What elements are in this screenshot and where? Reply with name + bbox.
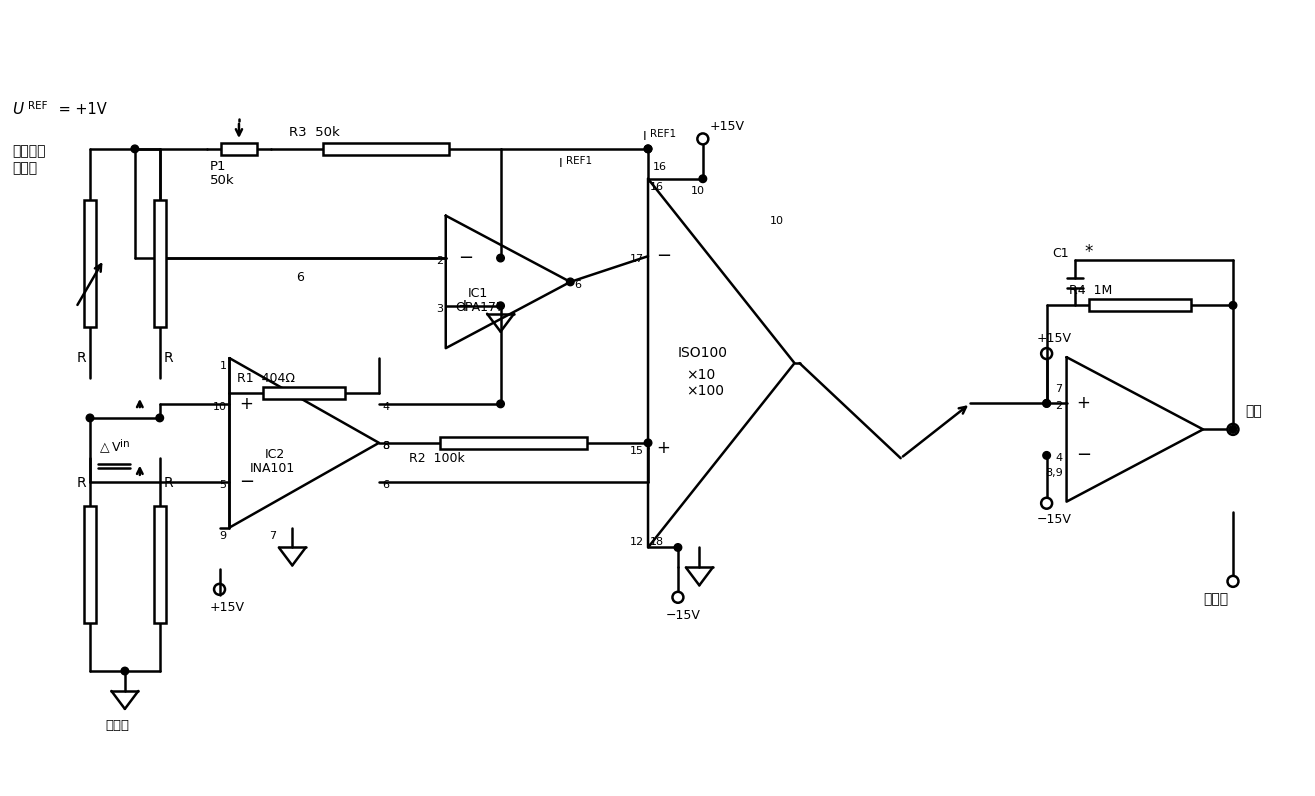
Circle shape bbox=[497, 400, 505, 408]
Text: P1: P1 bbox=[209, 160, 226, 174]
Text: R3  50k: R3 50k bbox=[289, 127, 341, 139]
Text: REF: REF bbox=[28, 101, 47, 111]
Text: R1  404Ω: R1 404Ω bbox=[238, 372, 296, 384]
Bar bbox=[84, 505, 96, 623]
Text: *: * bbox=[1085, 243, 1093, 260]
Bar bbox=[263, 387, 346, 399]
Text: 50k: 50k bbox=[209, 174, 234, 187]
Text: −15V: −15V bbox=[665, 609, 701, 622]
Text: IC2: IC2 bbox=[264, 448, 284, 462]
Bar bbox=[154, 505, 166, 623]
Text: +15V: +15V bbox=[209, 601, 245, 614]
Circle shape bbox=[1043, 451, 1051, 459]
Text: R: R bbox=[164, 476, 174, 490]
Text: 8: 8 bbox=[381, 441, 389, 451]
Text: 1: 1 bbox=[220, 361, 226, 371]
Text: 7: 7 bbox=[270, 530, 276, 540]
Text: R: R bbox=[76, 351, 85, 365]
Text: 输入地: 输入地 bbox=[105, 720, 129, 732]
Text: −15V: −15V bbox=[1036, 513, 1072, 525]
Circle shape bbox=[1043, 400, 1051, 408]
Text: C1: C1 bbox=[1052, 247, 1069, 260]
Bar bbox=[1089, 299, 1191, 311]
Text: +: + bbox=[1077, 394, 1090, 412]
Text: INA101: INA101 bbox=[250, 462, 295, 475]
Circle shape bbox=[132, 145, 138, 153]
Text: R: R bbox=[164, 351, 174, 365]
Text: 8: 8 bbox=[381, 441, 389, 451]
Text: 10: 10 bbox=[769, 216, 784, 225]
Text: ×10: ×10 bbox=[686, 368, 715, 382]
Text: 9: 9 bbox=[220, 530, 226, 540]
Circle shape bbox=[497, 302, 505, 310]
Text: 7: 7 bbox=[1056, 384, 1063, 395]
Text: 输出地: 输出地 bbox=[1203, 592, 1228, 607]
Text: 8,9: 8,9 bbox=[1045, 468, 1063, 478]
Circle shape bbox=[1043, 400, 1051, 408]
Text: V: V bbox=[112, 441, 121, 455]
Text: OPA177: OPA177 bbox=[456, 302, 505, 314]
Circle shape bbox=[121, 667, 129, 675]
Bar bbox=[221, 143, 256, 155]
Text: REF1: REF1 bbox=[567, 156, 593, 166]
Text: I: I bbox=[559, 158, 562, 170]
Circle shape bbox=[156, 414, 163, 422]
Text: ×100: ×100 bbox=[686, 384, 723, 398]
Text: R4  1M: R4 1M bbox=[1069, 284, 1111, 297]
Text: 6: 6 bbox=[296, 271, 304, 284]
Text: ISO100: ISO100 bbox=[679, 346, 729, 360]
Text: REF1: REF1 bbox=[650, 129, 676, 139]
Circle shape bbox=[644, 145, 652, 153]
Text: 15: 15 bbox=[630, 446, 644, 456]
Text: −: − bbox=[1077, 447, 1091, 464]
Text: 16: 16 bbox=[654, 162, 667, 172]
Text: 10: 10 bbox=[690, 185, 705, 196]
Text: +: + bbox=[458, 297, 472, 314]
Circle shape bbox=[497, 254, 505, 262]
Text: 10: 10 bbox=[213, 402, 226, 412]
Text: −: − bbox=[656, 248, 671, 265]
Circle shape bbox=[644, 145, 652, 153]
Text: I: I bbox=[643, 131, 646, 143]
Text: 4: 4 bbox=[1056, 454, 1063, 463]
Text: 2: 2 bbox=[1056, 401, 1063, 412]
Text: 16: 16 bbox=[650, 181, 664, 192]
Text: 18: 18 bbox=[650, 537, 664, 548]
Circle shape bbox=[567, 278, 575, 286]
Text: △: △ bbox=[100, 441, 109, 455]
Bar bbox=[154, 201, 166, 326]
Text: R2  100k: R2 100k bbox=[409, 452, 464, 466]
Text: +15V: +15V bbox=[710, 120, 744, 134]
Text: 电桥激励: 电桥激励 bbox=[12, 144, 46, 158]
Text: $\it{U}$: $\it{U}$ bbox=[12, 101, 25, 117]
Bar bbox=[84, 201, 96, 326]
Bar bbox=[323, 143, 448, 155]
Circle shape bbox=[1230, 426, 1237, 433]
Text: +: + bbox=[239, 395, 254, 413]
Circle shape bbox=[700, 175, 706, 182]
Circle shape bbox=[1230, 302, 1237, 309]
Text: 12: 12 bbox=[630, 537, 644, 548]
Text: 5: 5 bbox=[220, 480, 226, 490]
Text: R: R bbox=[76, 476, 85, 490]
Text: 4: 4 bbox=[381, 402, 389, 412]
Text: 17: 17 bbox=[630, 254, 644, 264]
Text: 6: 6 bbox=[575, 280, 581, 290]
Text: IC1: IC1 bbox=[468, 287, 488, 300]
Text: +: + bbox=[656, 439, 669, 457]
Text: in: in bbox=[120, 439, 129, 449]
Text: 传感器: 传感器 bbox=[12, 161, 37, 175]
Bar bbox=[439, 437, 588, 449]
Circle shape bbox=[675, 544, 681, 552]
Text: +15V: +15V bbox=[1036, 332, 1072, 345]
Text: −: − bbox=[458, 249, 473, 267]
Circle shape bbox=[87, 414, 93, 422]
Text: 6: 6 bbox=[381, 480, 389, 490]
Text: 输出: 输出 bbox=[1245, 404, 1261, 419]
Text: = +1V: = +1V bbox=[54, 102, 107, 116]
Circle shape bbox=[644, 439, 652, 447]
Text: 3: 3 bbox=[435, 304, 443, 314]
Text: 2: 2 bbox=[435, 256, 443, 266]
Text: −: − bbox=[239, 473, 255, 491]
